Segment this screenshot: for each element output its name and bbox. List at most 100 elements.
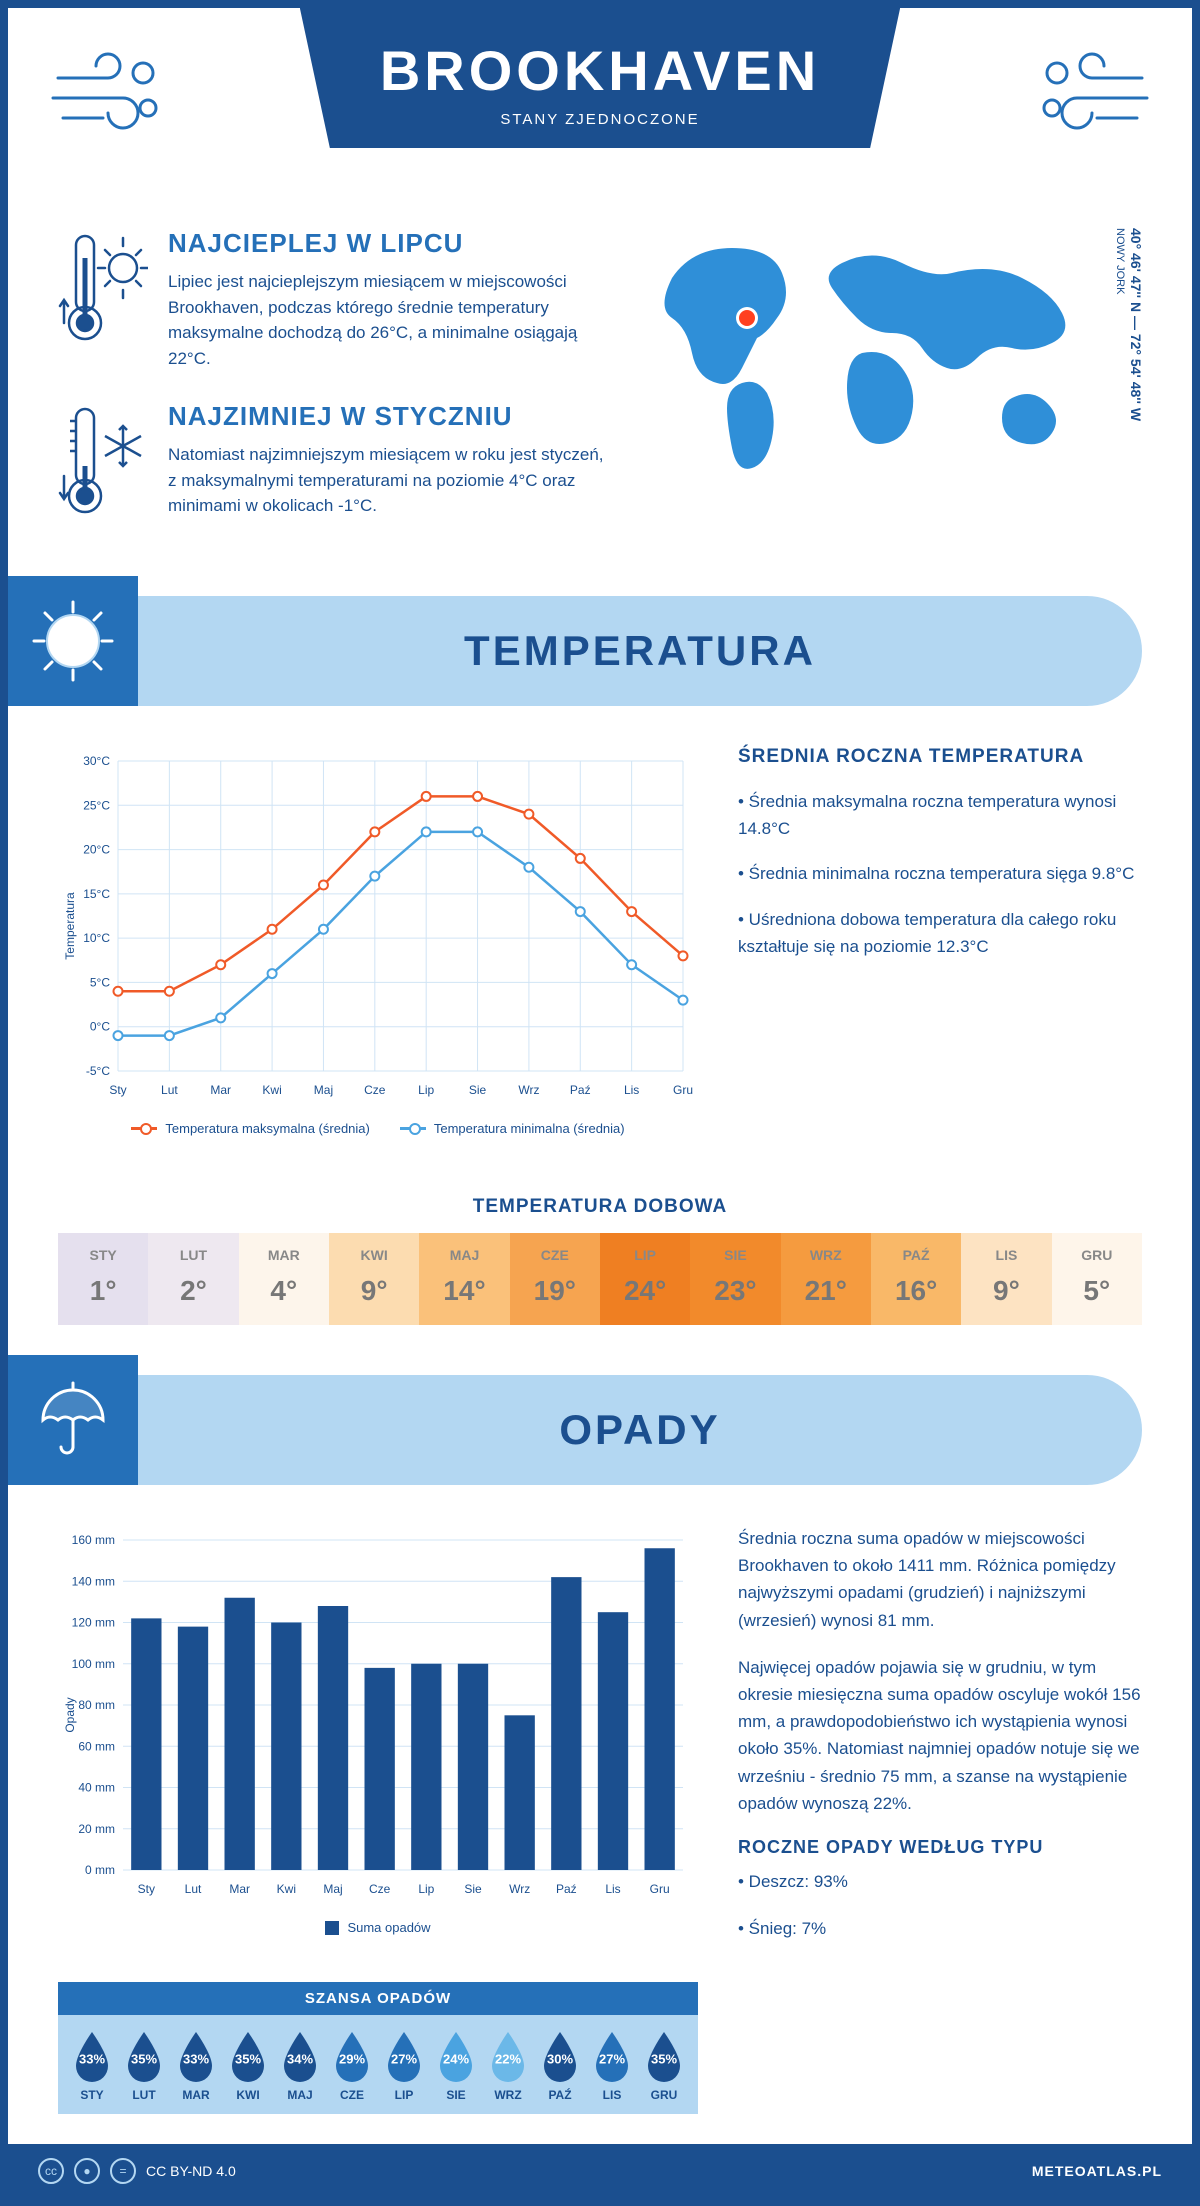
- warmest-title: NAJCIEPLEJ W LIPCU: [168, 228, 612, 259]
- precipitation-summary: Średnia roczna suma opadów w miejscowośc…: [738, 1525, 1142, 1962]
- daily-temp-cell: GRU5°: [1052, 1233, 1142, 1325]
- avg-temp-title: ŚREDNIA ROCZNA TEMPERATURA: [738, 746, 1142, 768]
- city-title: BROOKHAVEN: [380, 38, 820, 103]
- coldest-title: NAJZIMNIEJ W STYCZNIU: [168, 401, 612, 432]
- title-banner: BROOKHAVEN STANY ZJEDNOCZONE: [300, 8, 900, 148]
- svg-text:Lip: Lip: [418, 1882, 434, 1896]
- wind-icon: [48, 48, 168, 143]
- precipitation-title: OPADY: [138, 1406, 1142, 1454]
- chance-cell: 35%LUT: [118, 2030, 170, 2102]
- map-column: 40° 46' 47'' N — 72° 54' 48'' W NOWY JOR…: [642, 228, 1142, 556]
- license-block: cc ● = CC BY-ND 4.0: [38, 2158, 236, 2184]
- svg-text:Sty: Sty: [138, 1882, 155, 1896]
- svg-text:25°C: 25°C: [83, 798, 110, 812]
- temperature-title: TEMPERATURA: [138, 627, 1142, 675]
- svg-text:Mar: Mar: [229, 1882, 250, 1896]
- avg-temp-bullet: • Uśredniona dobowa temperatura dla całe…: [738, 906, 1142, 960]
- svg-text:Wrz: Wrz: [518, 1083, 539, 1097]
- temperature-line-chart: -5°C0°C5°C10°C15°C20°C25°C30°CStyLutMarK…: [58, 746, 698, 1136]
- daily-temp-cell: PAŹ16°: [871, 1233, 961, 1325]
- country-subtitle: STANY ZJEDNOCZONE: [380, 111, 820, 128]
- svg-text:30°C: 30°C: [83, 754, 110, 768]
- umbrella-icon: [8, 1355, 138, 1485]
- svg-text:20°C: 20°C: [83, 843, 110, 857]
- cc-icon: cc: [38, 2158, 64, 2184]
- svg-text:10°C: 10°C: [83, 931, 110, 945]
- warmest-text: Lipiec jest najcieplejszym miesiącem w m…: [168, 269, 612, 371]
- temperature-summary: ŚREDNIA ROCZNA TEMPERATURA • Średnia mak…: [738, 746, 1142, 1136]
- chance-cell: 27%LIP: [378, 2030, 430, 2102]
- daily-temp-cell: WRZ21°: [781, 1233, 871, 1325]
- coordinates: 40° 46' 47'' N — 72° 54' 48'' W NOWY JOR…: [1112, 228, 1144, 421]
- svg-text:140 mm: 140 mm: [72, 1574, 115, 1588]
- intro-text-column: NAJCIEPLEJ W LIPCU Lipiec jest najcieple…: [58, 228, 612, 556]
- svg-text:Temperatura: Temperatura: [63, 892, 77, 960]
- svg-text:120 mm: 120 mm: [72, 1616, 115, 1630]
- svg-text:-5°C: -5°C: [86, 1064, 110, 1078]
- chance-cell: 35%GRU: [638, 2030, 690, 2102]
- svg-text:Kwi: Kwi: [277, 1882, 296, 1896]
- warmest-block: NAJCIEPLEJ W LIPCU Lipiec jest najcieple…: [58, 228, 612, 371]
- svg-text:Lis: Lis: [624, 1083, 639, 1097]
- precip-chart-legend: Suma opadów: [58, 1920, 698, 1935]
- precipitation-banner: OPADY: [8, 1375, 1142, 1485]
- avg-temp-bullet: • Średnia maksymalna roczna temperatura …: [738, 788, 1142, 842]
- daily-temp-cell: MAJ14°: [419, 1233, 509, 1325]
- daily-temp-title: TEMPERATURA DOBOWA: [8, 1196, 1192, 1218]
- svg-text:Cze: Cze: [369, 1882, 391, 1896]
- chance-cell: 29%CZE: [326, 2030, 378, 2102]
- legend-min-label: Temperatura minimalna (średnia): [434, 1121, 625, 1136]
- precipitation-content: 0 mm20 mm40 mm60 mm80 mm100 mm120 mm140 …: [8, 1485, 1192, 1982]
- legend-max-label: Temperatura maksymalna (średnia): [165, 1121, 369, 1136]
- svg-text:Lut: Lut: [185, 1882, 202, 1896]
- chance-cell: 33%STY: [66, 2030, 118, 2102]
- svg-text:0 mm: 0 mm: [85, 1863, 115, 1877]
- daily-temp-cell: LUT2°: [148, 1233, 238, 1325]
- site-name: METEOATLAS.PL: [1032, 2163, 1162, 2179]
- temperature-content: -5°C0°C5°C10°C15°C20°C25°C30°CStyLutMarK…: [8, 706, 1192, 1176]
- svg-text:Sie: Sie: [464, 1882, 482, 1896]
- svg-text:Kwi: Kwi: [262, 1083, 281, 1097]
- by-icon: ●: [74, 2158, 100, 2184]
- world-map-icon: [642, 228, 1102, 483]
- coords-region: NOWY JORK: [1114, 228, 1126, 294]
- daily-temp-cell: SIE23°: [690, 1233, 780, 1325]
- svg-text:160 mm: 160 mm: [72, 1533, 115, 1547]
- chance-cell: 30%PAŹ: [534, 2030, 586, 2102]
- nd-icon: =: [110, 2158, 136, 2184]
- svg-text:40 mm: 40 mm: [78, 1781, 115, 1795]
- precip-type-item: • Śnieg: 7%: [738, 1915, 1142, 1942]
- chance-cell: 24%SIE: [430, 2030, 482, 2102]
- chance-cell: 22%WRZ: [482, 2030, 534, 2102]
- chance-cell: 33%MAR: [170, 2030, 222, 2102]
- precipitation-bar-chart: 0 mm20 mm40 mm60 mm80 mm100 mm120 mm140 …: [58, 1525, 698, 1962]
- intro-section: NAJCIEPLEJ W LIPCU Lipiec jest najcieple…: [8, 208, 1192, 596]
- svg-text:0°C: 0°C: [90, 1020, 110, 1034]
- svg-text:Lut: Lut: [161, 1083, 178, 1097]
- svg-text:80 mm: 80 mm: [78, 1698, 115, 1712]
- svg-text:60 mm: 60 mm: [78, 1739, 115, 1753]
- daily-temp-cell: LIP24°: [600, 1233, 690, 1325]
- svg-text:Gru: Gru: [650, 1882, 670, 1896]
- avg-temp-bullet: • Średnia minimalna roczna temperatura s…: [738, 860, 1142, 887]
- precip-chance-panel: SZANSA OPADÓW 33%STY35%LUT33%MAR35%KWI34…: [58, 1982, 698, 2114]
- chance-row: 33%STY35%LUT33%MAR35%KWI34%MAJ29%CZE27%L…: [58, 2015, 698, 2114]
- footer: cc ● = CC BY-ND 4.0 METEOATLAS.PL: [8, 2144, 1192, 2198]
- svg-text:Wrz: Wrz: [509, 1882, 530, 1896]
- chance-cell: 35%KWI: [222, 2030, 274, 2102]
- coldest-text: Natomiast najzimniejszym miesiącem w rok…: [168, 442, 612, 519]
- temp-chart-legend: .legend-item:nth-child(1) .legend-swatch…: [58, 1121, 698, 1136]
- svg-text:Lis: Lis: [605, 1882, 620, 1896]
- daily-temp-cell: STY1°: [58, 1233, 148, 1325]
- chance-cell: 27%LIS: [586, 2030, 638, 2102]
- thermometer-cold-icon: [58, 401, 148, 526]
- svg-text:Gru: Gru: [673, 1083, 693, 1097]
- daily-temp-cell: LIS9°: [961, 1233, 1051, 1325]
- wind-icon: [1032, 48, 1152, 143]
- svg-text:Paź: Paź: [556, 1882, 577, 1896]
- coldest-block: NAJZIMNIEJ W STYCZNIU Natomiast najzimni…: [58, 401, 612, 526]
- svg-text:Opady: Opady: [63, 1697, 77, 1732]
- svg-text:100 mm: 100 mm: [72, 1657, 115, 1671]
- svg-text:Cze: Cze: [364, 1083, 386, 1097]
- chance-cell: 34%MAJ: [274, 2030, 326, 2102]
